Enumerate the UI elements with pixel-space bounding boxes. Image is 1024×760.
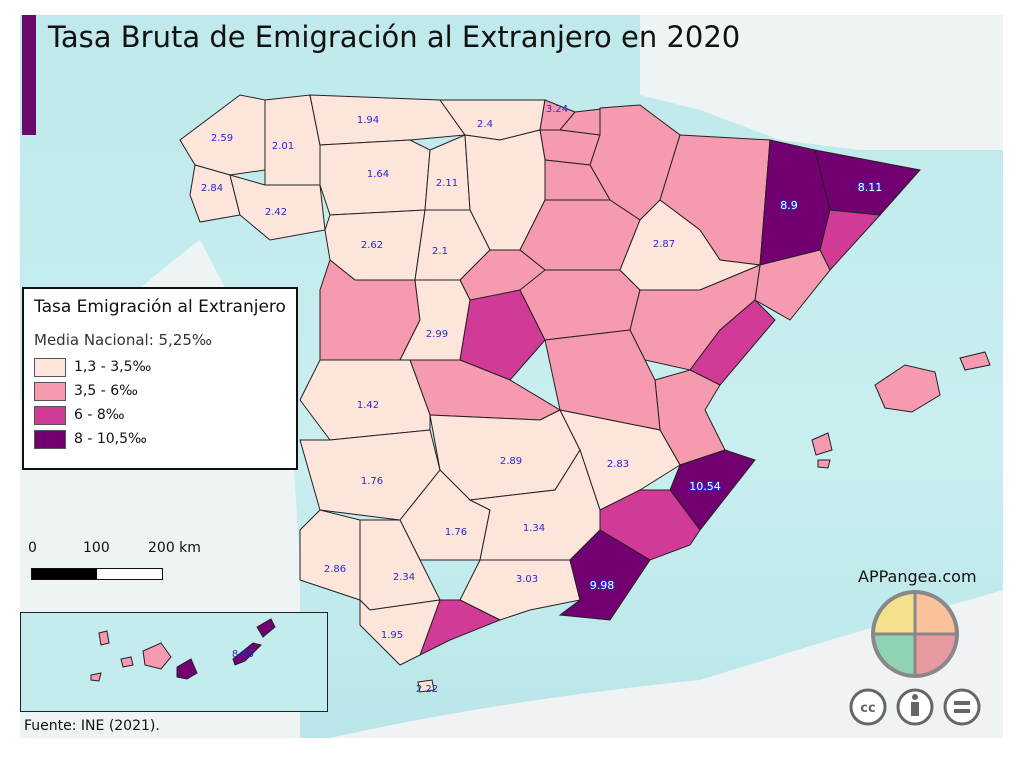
island-menorca[interactable]: [959, 351, 991, 371]
island-ibiza[interactable]: [811, 432, 833, 456]
island-el-hierro[interactable]: [90, 672, 102, 682]
label-girona: 8.11: [858, 181, 883, 194]
island-fuerteventura[interactable]: [232, 642, 262, 666]
legend-title: Tasa Emigración al Extranjero: [34, 297, 286, 317]
label-palencia: 2.11: [436, 178, 458, 189]
province-alicante[interactable]: [669, 449, 756, 531]
france-land: [640, 15, 1003, 150]
province-araba[interactable]: [539, 129, 601, 166]
canary-islands-inset: 8.65: [20, 612, 328, 712]
province-almeria[interactable]: [558, 529, 651, 621]
label-alicante: 10.54: [689, 480, 721, 493]
label-pontevedra: 2.84: [201, 183, 223, 194]
no-derivatives-icon: [943, 688, 981, 726]
label-zamora: 2.62: [361, 240, 383, 251]
legend-national-average: Media Nacional: 5,25‰: [34, 331, 213, 349]
scale-label-200: 200 km: [148, 540, 201, 556]
label-jaen: 1.34: [523, 523, 545, 534]
brand-block: APPangea.com cc: [832, 557, 1000, 727]
province-asturias[interactable]: [309, 94, 466, 146]
label-ourense: 2.42: [265, 207, 287, 218]
province-ceuta[interactable]: [417, 679, 435, 693]
label-caceres: 1.42: [357, 400, 379, 411]
label-zaragoza: 2.87: [653, 239, 675, 250]
legend-swatch: [34, 381, 66, 401]
puzzle-logo-icon: [871, 590, 959, 678]
label-asturias: 1.94: [357, 115, 379, 126]
province-madrid[interactable]: [459, 289, 546, 381]
island-mallorca[interactable]: [874, 364, 941, 413]
svg-text:cc: cc: [860, 701, 875, 716]
scale-bar: [31, 568, 163, 580]
brand-graphics: cc: [849, 590, 981, 726]
label-almeria: 9.98: [590, 579, 615, 592]
label-vasco: 3.24: [546, 104, 568, 115]
legend-label: 1,3 - 3,5‰: [74, 359, 152, 375]
label-coruna: 2.59: [211, 133, 233, 144]
value-labels: 2.59 2.01 2.84 2.42 1.94 2.4 3.24 1.64 2…: [201, 104, 883, 695]
label-granada: 3.03: [516, 574, 538, 585]
province-cadiz[interactable]: [359, 598, 441, 666]
attribution-icon: [896, 688, 934, 726]
label-leon: 1.64: [367, 169, 389, 180]
province-barcelona[interactable]: [819, 209, 882, 271]
label-huelva: 2.86: [324, 564, 346, 575]
map-title: Tasa Bruta de Emigración al Extranjero e…: [48, 20, 741, 54]
label-badajoz: 1.76: [361, 476, 383, 487]
label-ciudad-real: 2.89: [500, 456, 522, 467]
label-valladolid: 2.1: [432, 246, 448, 257]
label-lleida: 8.9: [780, 199, 798, 212]
legend-label: 3,5 - 6‰: [74, 383, 138, 399]
scale-label-0: 0: [28, 540, 37, 556]
island-la-palma[interactable]: [98, 630, 110, 646]
label-cadiz: 1.95: [381, 630, 403, 641]
label-albacete: 2.83: [607, 459, 629, 470]
legend-swatch: [34, 405, 66, 425]
scale-label-100: 100: [83, 540, 110, 556]
island-la-gomera[interactable]: [120, 656, 134, 668]
label-tenerife: 8.65: [232, 649, 254, 660]
label-lugo: 2.01: [272, 141, 294, 152]
legend-swatch: [34, 357, 66, 377]
province-lugo[interactable]: [264, 94, 321, 186]
brand-name[interactable]: APPangea.com: [858, 567, 977, 586]
africa-land: [330, 590, 1003, 738]
label-cantabria: 2.4: [477, 119, 493, 130]
label-sevilla: 2.34: [393, 572, 415, 583]
label-cordoba: 1.76: [445, 527, 467, 538]
provinces: [179, 94, 991, 693]
legend-label: 8 - 10,5‰: [74, 431, 147, 447]
province-huelva[interactable]: [299, 509, 361, 601]
label-avila: 2.99: [426, 329, 448, 340]
canary-islands-svg: 8.65: [90, 618, 276, 682]
legend-swatch: [34, 429, 66, 449]
province-castellon[interactable]: [689, 299, 776, 386]
province-palencia[interactable]: [424, 134, 471, 211]
cc-icon: cc: [849, 688, 887, 726]
legend-item: 1,3 - 3,5‰: [34, 355, 286, 379]
province-pontevedra[interactable]: [189, 164, 241, 223]
label-ceuta: 2.22: [416, 684, 438, 695]
title-accent-bar: [22, 15, 36, 135]
legend: Tasa Emigración al Extranjero Media Naci…: [22, 287, 298, 470]
island-formentera[interactable]: [817, 459, 831, 469]
legend-item: 3,5 - 6‰: [34, 379, 286, 403]
island-lanzarote[interactable]: [256, 618, 276, 638]
island-gran-canaria[interactable]: [142, 642, 172, 670]
source-note: Fuente: INE (2021).: [24, 718, 160, 734]
legend-label: 6 - 8‰: [74, 407, 125, 423]
legend-item: 6 - 8‰: [34, 403, 286, 427]
legend-item: 8 - 10,5‰: [34, 427, 286, 451]
island-tenerife[interactable]: [176, 658, 198, 680]
